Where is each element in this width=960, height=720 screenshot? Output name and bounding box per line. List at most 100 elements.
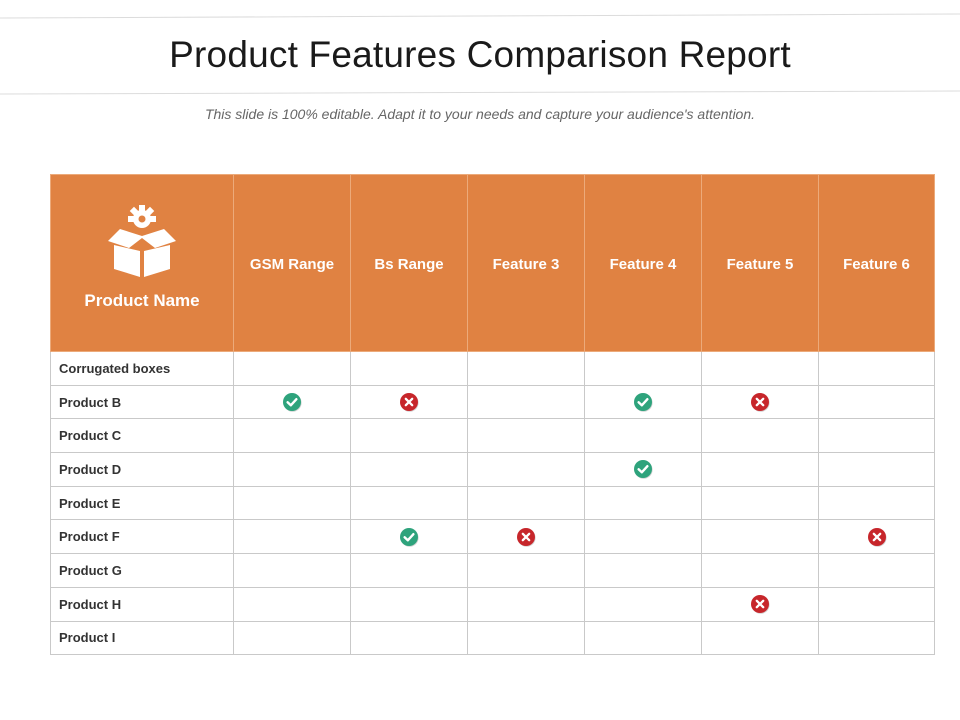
table-row: Corrugated boxes — [50, 351, 935, 386]
feature-cell — [818, 586, 935, 622]
feature-cell — [233, 620, 351, 656]
column-header-label: Feature 3 — [492, 256, 560, 273]
feature-cell — [467, 586, 585, 622]
feature-cell — [584, 351, 702, 386]
feature-cell — [467, 384, 585, 420]
feature-cell — [467, 519, 585, 555]
feature-cell — [701, 351, 819, 386]
feature-cell — [233, 586, 351, 622]
check-icon — [634, 393, 653, 412]
feature-cell — [701, 384, 819, 420]
feature-cell — [818, 485, 935, 521]
column-header-label: Feature 6 — [843, 256, 910, 273]
column-header-label: Feature 4 — [609, 256, 677, 273]
feature-cell — [350, 351, 468, 386]
feature-cell — [350, 620, 468, 656]
feature-cell — [584, 485, 702, 521]
feature-cell — [350, 553, 468, 588]
feature-cell — [233, 418, 351, 454]
feature-cell — [701, 586, 819, 622]
table-row: Product B — [50, 384, 935, 420]
feature-cell — [584, 586, 702, 622]
comparison-table: Product Name GSM Range Bs Range Feature … — [50, 174, 935, 656]
column-header: Feature 3 — [467, 174, 585, 352]
feature-cell — [701, 620, 819, 656]
feature-cell — [467, 553, 585, 588]
feature-cell — [701, 485, 819, 521]
feature-cell — [701, 452, 819, 487]
product-name-cell: Product C — [50, 418, 234, 454]
header-row: Product Name GSM Range Bs Range Feature … — [50, 174, 935, 352]
page-subtitle: This slide is 100% editable. Adapt it to… — [204, 106, 756, 122]
product-name-cell: Product F — [50, 519, 234, 555]
column-header: Feature 5 — [701, 174, 819, 352]
table-row: Product D — [50, 452, 935, 487]
feature-cell — [701, 418, 819, 454]
table-row: Product C — [50, 418, 935, 454]
feature-cell — [584, 384, 702, 420]
title-band-lines — [0, 13, 960, 95]
column-header: Feature 6 — [818, 174, 935, 352]
feature-cell — [467, 485, 585, 521]
cross-icon — [400, 393, 419, 412]
feature-cell — [350, 586, 468, 622]
cross-icon — [751, 393, 770, 412]
table-row: Product I — [50, 620, 935, 656]
feature-cell — [584, 553, 702, 588]
column-header: Bs Range — [350, 174, 468, 352]
table-body: Corrugated boxes Product B Product C Produc… — [50, 351, 935, 656]
feature-cell — [701, 519, 819, 555]
feature-cell — [467, 452, 585, 487]
feature-cell — [467, 620, 585, 656]
product-name-cell: Product I — [50, 620, 234, 656]
feature-cell — [233, 351, 351, 386]
table-row: Product G — [50, 553, 935, 588]
product-name-cell: Product G — [50, 553, 234, 588]
feature-cell — [701, 553, 819, 588]
column-header-label: Feature 5 — [726, 256, 794, 273]
product-name-header: Product Name — [50, 174, 234, 352]
feature-cell — [233, 553, 351, 588]
feature-cell — [584, 519, 702, 555]
feature-cell — [350, 418, 468, 454]
product-name-cell: Product E — [50, 485, 234, 521]
column-header-label: GSM Range — [249, 256, 335, 273]
product-name-header-label: Product Name — [84, 291, 200, 310]
feature-cell — [584, 418, 702, 454]
table-row: Product H — [50, 586, 935, 622]
feature-cell — [350, 519, 468, 555]
feature-cell — [818, 418, 935, 454]
feature-cell — [233, 452, 351, 487]
feature-cell — [467, 351, 585, 386]
check-icon — [283, 393, 302, 412]
table-row: Product F — [50, 519, 935, 555]
feature-cell — [584, 620, 702, 656]
product-name-cell: Product H — [50, 586, 234, 622]
feature-cell — [818, 351, 935, 386]
feature-cell — [818, 620, 935, 656]
table-row: Product E — [50, 485, 935, 521]
column-header-label: Bs Range — [374, 256, 444, 273]
feature-cell — [584, 452, 702, 487]
column-header: GSM Range — [233, 174, 351, 352]
feature-cell — [818, 384, 935, 420]
feature-cell — [467, 418, 585, 454]
page-title: Product Features Comparison Report — [169, 34, 791, 75]
feature-cell — [350, 485, 468, 521]
feature-cell — [233, 384, 351, 420]
feature-cell — [350, 384, 468, 420]
feature-cell — [818, 452, 935, 487]
column-header: Feature 4 — [584, 174, 702, 352]
product-name-cell: Product D — [50, 452, 234, 487]
feature-cell — [233, 519, 351, 555]
product-name-cell: Product B — [50, 384, 234, 420]
cross-icon — [751, 595, 770, 614]
cross-icon — [867, 527, 887, 547]
feature-cell — [233, 485, 351, 521]
check-icon — [400, 527, 419, 547]
feature-cell — [818, 519, 935, 555]
product-name-cell: Corrugated boxes — [50, 351, 234, 386]
box-gear-icon — [108, 205, 176, 277]
feature-cell — [350, 452, 468, 487]
title-band: Product Features Comparison Report — [0, 0, 960, 110]
